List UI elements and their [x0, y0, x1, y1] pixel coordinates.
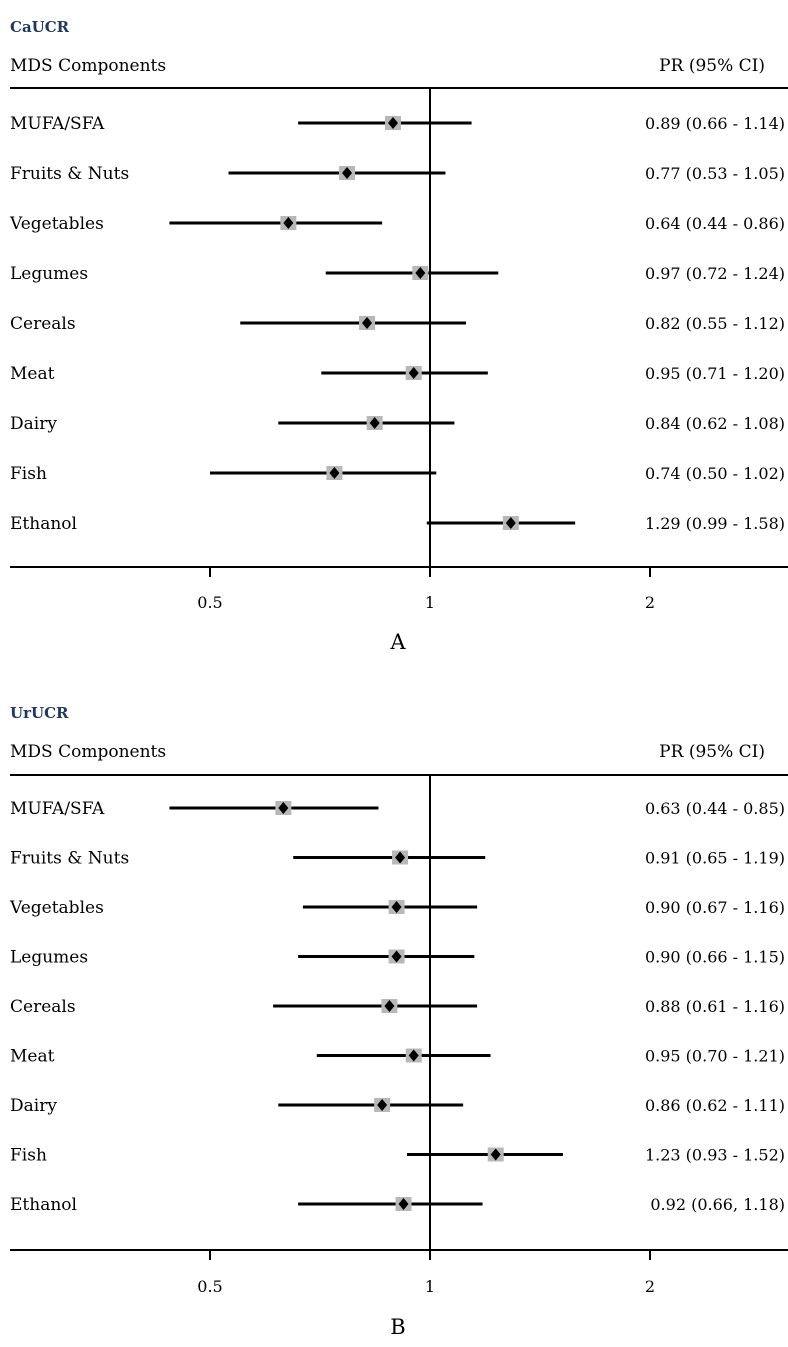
estimate-diamond — [369, 417, 380, 429]
pr-ci-text: 0.64 (0.44 - 0.86) — [645, 214, 785, 233]
estimate-diamond — [391, 901, 402, 913]
estimate-diamond — [391, 950, 402, 963]
row-label: Meat — [10, 364, 55, 384]
pr-ci-text: 0.95 (0.70 - 1.21) — [645, 1047, 785, 1066]
estimate-diamond — [388, 117, 399, 129]
estimate-diamond — [278, 802, 289, 814]
pr-ci-text: 0.95 (0.71 - 1.20) — [645, 364, 785, 383]
pr-ci-text: 0.89 (0.66 - 1.14) — [645, 114, 785, 133]
x-tick-label: 0.5 — [197, 1277, 222, 1296]
row-label: Ethanol — [10, 514, 77, 534]
pr-ci-text: 0.91 (0.65 - 1.19) — [645, 849, 785, 868]
x-tick-label: 1 — [425, 1277, 435, 1296]
pr-ci-text: 0.86 (0.62 - 1.11) — [645, 1096, 785, 1115]
row-label: Legumes — [10, 948, 88, 968]
x-tick-label: 0.5 — [197, 593, 222, 612]
estimate-diamond — [415, 267, 426, 279]
estimate-diamond — [490, 1148, 501, 1161]
pr-ci-text: 0.77 (0.53 - 1.05) — [645, 164, 785, 183]
estimate-diamond — [384, 1000, 395, 1012]
header-left: MDS Components — [10, 56, 166, 76]
row-label: Cereals — [10, 314, 76, 334]
chart-title: UrUCR — [10, 704, 69, 722]
row-label: Meat — [10, 1047, 55, 1067]
pr-ci-text: 0.74 (0.50 - 1.02) — [645, 464, 785, 483]
chart-title: CaUCR — [10, 18, 70, 36]
estimate-diamond — [342, 167, 353, 179]
row-label: Dairy — [10, 414, 57, 434]
estimate-diamond — [283, 217, 294, 229]
estimate-diamond — [362, 317, 373, 329]
header-right: PR (95% CI) — [659, 742, 765, 762]
pr-ci-text: 0.97 (0.72 - 1.24) — [645, 264, 785, 283]
panel-label: B — [390, 1315, 405, 1339]
pr-ci-text: 1.23 (0.93 - 1.52) — [645, 1146, 785, 1165]
panel-label: A — [389, 630, 406, 654]
estimate-diamond — [395, 851, 406, 864]
row-label: Fruits & Nuts — [10, 164, 129, 184]
row-label: Fruits & Nuts — [10, 849, 129, 869]
estimate-diamond — [408, 1049, 419, 1062]
row-label: Fish — [10, 464, 47, 484]
pr-ci-text: 0.82 (0.55 - 1.12) — [645, 314, 785, 333]
pr-ci-text: 0.90 (0.67 - 1.16) — [645, 898, 785, 917]
row-label: Legumes — [10, 264, 88, 284]
x-tick-label: 1 — [425, 593, 435, 612]
estimate-diamond — [377, 1099, 388, 1111]
row-label: Dairy — [10, 1096, 57, 1116]
pr-ci-text: 0.88 (0.61 - 1.16) — [645, 997, 785, 1016]
pr-ci-text: 0.84 (0.62 - 1.08) — [645, 414, 785, 433]
header-left: MDS Components — [10, 742, 166, 762]
row-label: Cereals — [10, 997, 76, 1017]
row-label: Vegetables — [9, 898, 104, 918]
estimate-diamond — [329, 467, 340, 479]
row-label: MUFA/SFA — [10, 114, 105, 134]
estimate-diamond — [505, 517, 516, 529]
estimate-diamond — [408, 367, 419, 379]
row-label: Ethanol — [10, 1195, 77, 1215]
pr-ci-text: 0.63 (0.44 - 0.85) — [645, 799, 785, 818]
row-label: Vegetables — [9, 214, 104, 234]
row-label: MUFA/SFA — [10, 799, 105, 819]
pr-ci-text: 0.90 (0.66 - 1.15) — [645, 948, 785, 967]
pr-ci-text: 0.92 (0.66, 1.18) — [650, 1195, 785, 1214]
x-tick-label: 2 — [645, 593, 655, 612]
row-label: Fish — [10, 1146, 47, 1166]
estimate-diamond — [398, 1198, 409, 1210]
header-right: PR (95% CI) — [659, 56, 765, 76]
x-tick-label: 2 — [645, 1277, 655, 1296]
pr-ci-text: 1.29 (0.99 - 1.58) — [645, 514, 785, 533]
